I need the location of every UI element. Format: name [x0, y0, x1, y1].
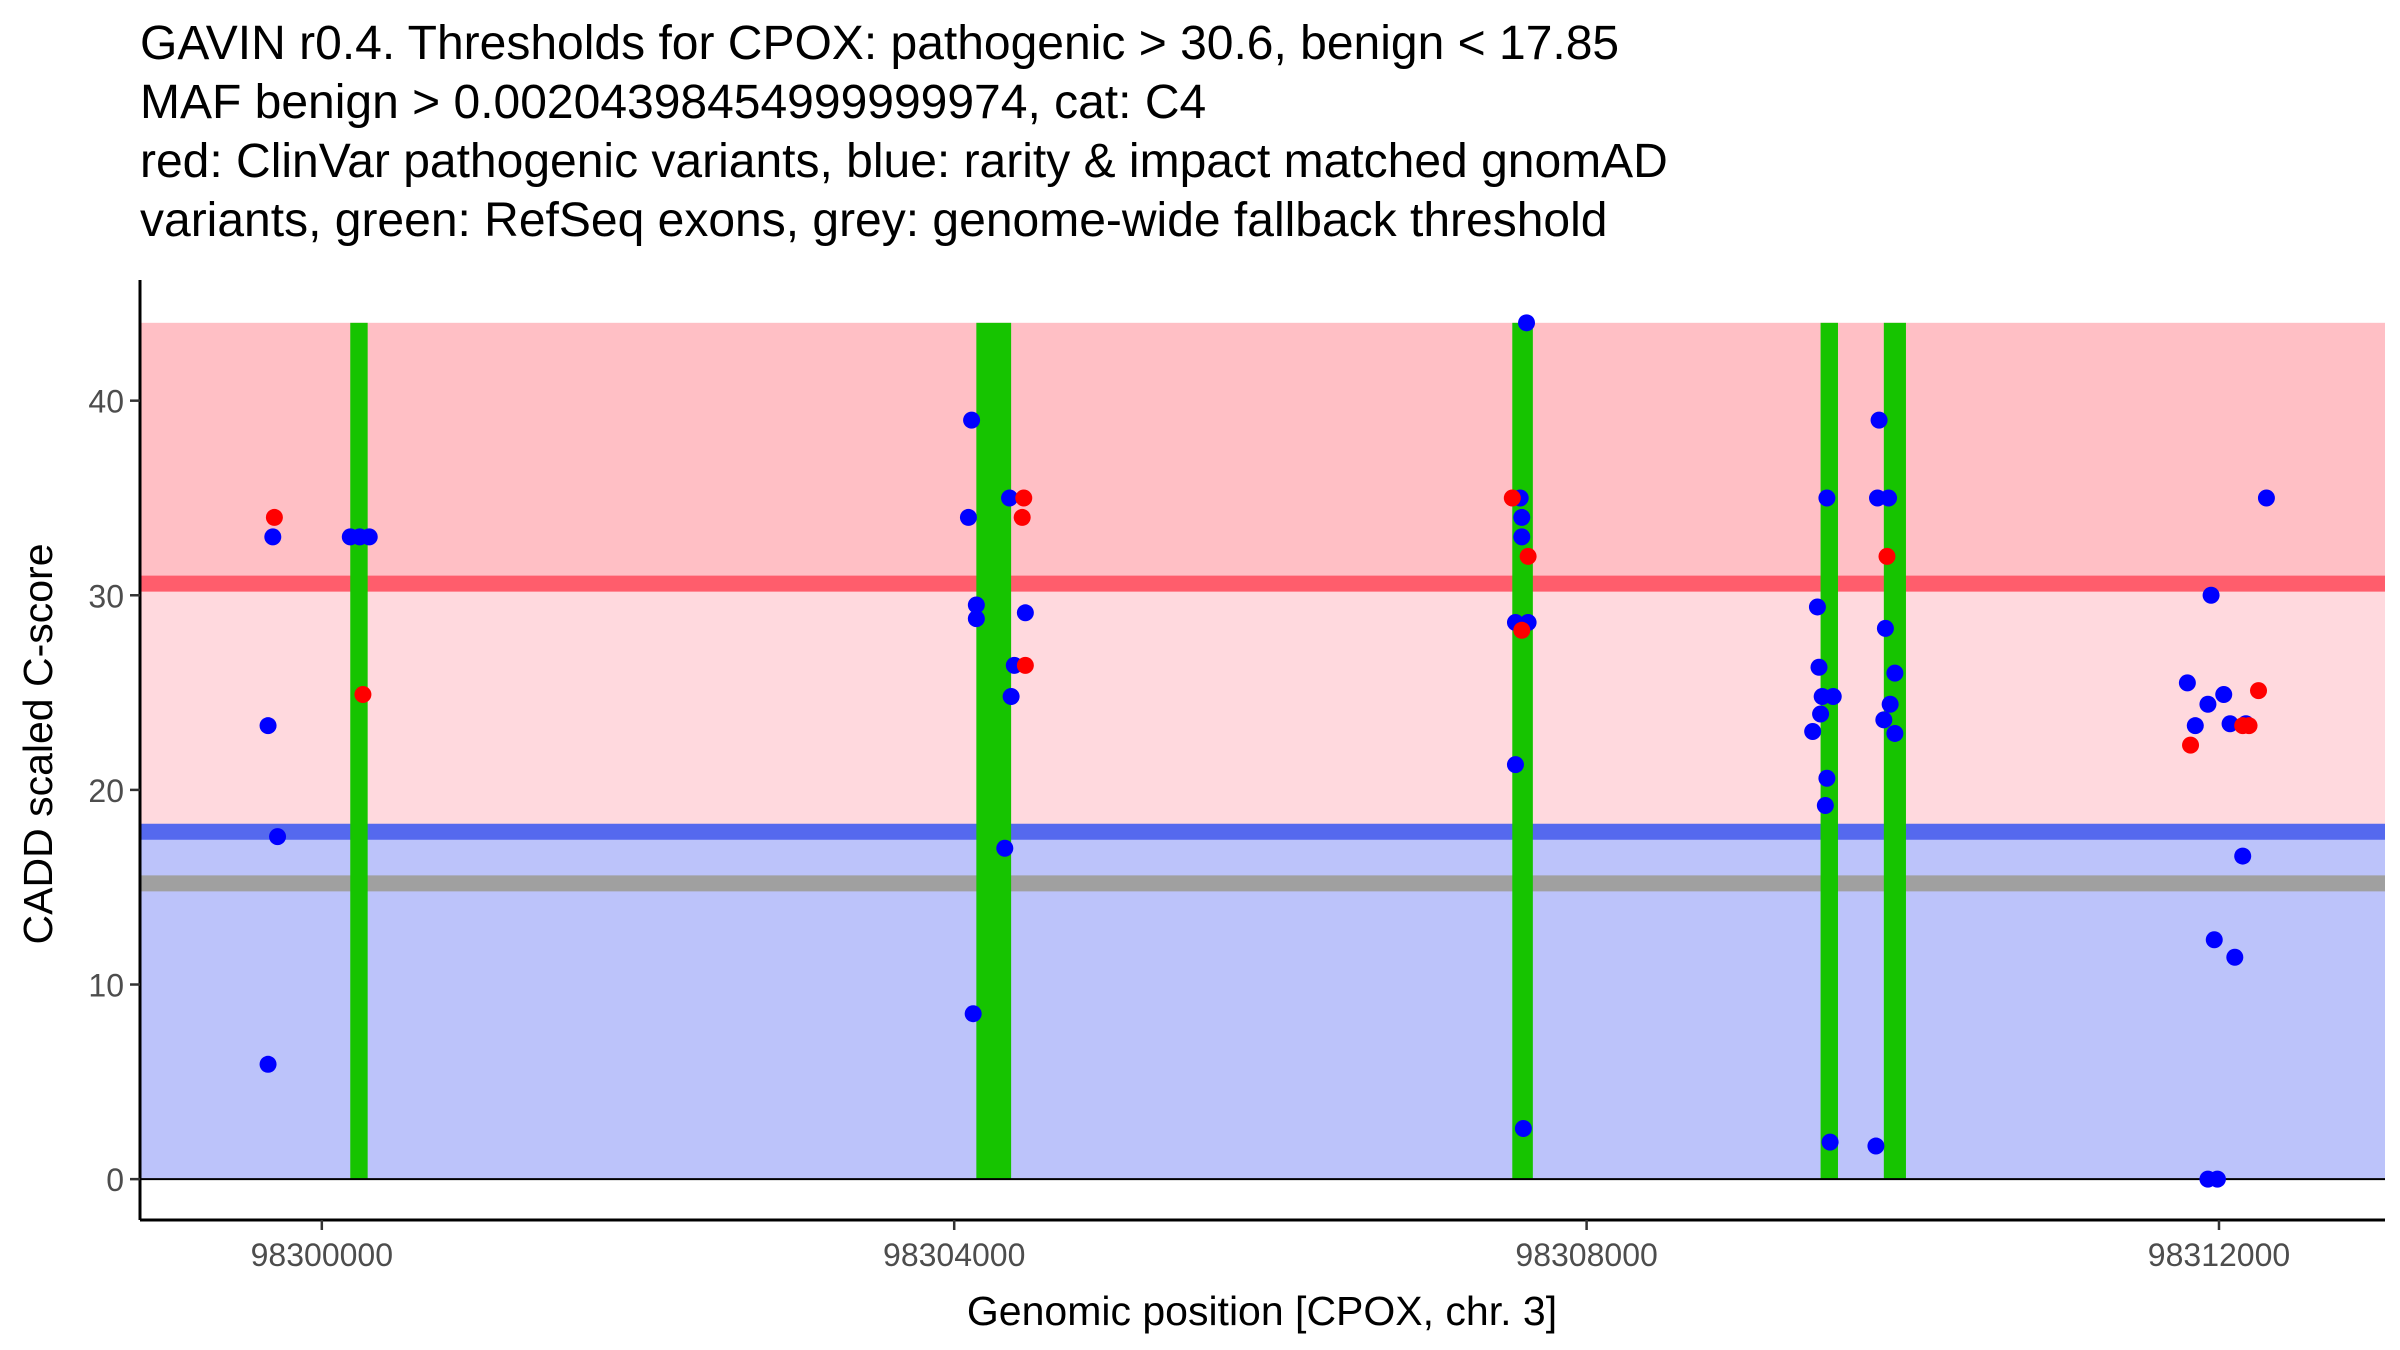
gnomad-point — [360, 528, 378, 546]
clinvar-point — [1878, 547, 1896, 565]
gnomad-point — [2215, 686, 2233, 704]
gnomad-point — [1016, 604, 1034, 622]
axes: 0 10 20 30 40 98300000 98304000 98308000 9831200… — [88, 280, 2385, 1273]
gnomad-point — [963, 411, 981, 429]
gnomad-point — [2202, 586, 2220, 604]
gnomad-point — [1875, 711, 1893, 729]
x-tick-label: 98312000 — [2148, 1237, 2290, 1273]
clinvar-point — [1015, 489, 1033, 507]
clinvar-point — [1013, 508, 1031, 526]
gnomad-point — [1514, 1120, 1532, 1138]
threshold-lines — [140, 575, 2385, 892]
x-tick-label: 98300000 — [251, 1237, 393, 1273]
gnomad-point — [1876, 619, 1894, 637]
gnomad-point — [2226, 948, 2244, 966]
gnomad-point — [1513, 528, 1531, 546]
gnomad-point — [1881, 695, 1899, 713]
gnomad-point — [1810, 658, 1828, 676]
clinvar-point — [1016, 656, 1034, 674]
gnomad-point — [1513, 508, 1531, 526]
threshold-zones — [140, 322, 2385, 1180]
gnomad-point — [1002, 687, 1020, 705]
gnomad-point — [1518, 314, 1536, 332]
clinvar-point — [1513, 621, 1531, 639]
gnomad-point — [964, 1005, 982, 1023]
y-tick-label: 20 — [88, 773, 124, 809]
gnomad-point — [1886, 664, 1904, 682]
gnomad-point — [2178, 674, 2196, 692]
gnomad-point — [967, 610, 985, 628]
gnomad-point — [1824, 687, 1842, 705]
gnomad-point — [959, 508, 977, 526]
y-tick-label: 30 — [88, 578, 124, 614]
gnomad-point — [2205, 931, 2223, 949]
gnomad-point — [1506, 756, 1524, 774]
gnomad-point — [1886, 724, 1904, 742]
y-axis-label: CADD scaled C-score — [15, 544, 61, 945]
clinvar-point — [265, 508, 283, 526]
gnomad-point — [1880, 489, 1898, 507]
gnomad-point — [1818, 489, 1836, 507]
gnomad-point — [2208, 1170, 2226, 1188]
gnomad-point — [1816, 796, 1834, 814]
gnomad-point — [1870, 411, 1888, 429]
gnomad-point — [1867, 1137, 1885, 1155]
exon-bar-2 — [976, 322, 1012, 1180]
exon-bar-5 — [1883, 322, 1906, 1180]
y-tick-label: 40 — [88, 384, 124, 420]
exon-bar-4 — [1820, 322, 1838, 1180]
gnomad-point — [2186, 717, 2204, 735]
gnomad-point — [259, 1055, 277, 1073]
x-tick-label: 98308000 — [1515, 1237, 1657, 1273]
gnomad-point — [1818, 769, 1836, 787]
gnomad-point — [2234, 847, 2252, 865]
gnomad-point — [1804, 723, 1822, 741]
gnomad-point — [967, 596, 985, 614]
clinvar-point — [2250, 682, 2268, 700]
variant-points — [259, 314, 2275, 1188]
clinvar-point — [2182, 736, 2200, 754]
gnomad-point — [1001, 489, 1019, 507]
gnomad-point — [269, 828, 287, 846]
gnomad-point — [1821, 1133, 1839, 1151]
gnomad-point — [264, 528, 282, 546]
title-line-2: MAF benign > 0.00204398454999999974, cat… — [140, 76, 1207, 129]
title-line-4: variants, green: RefSeq exons, grey: gen… — [140, 194, 1608, 247]
gnomad-point — [1812, 705, 1830, 723]
x-axis-label: Genomic position [CPOX, chr. 3] — [967, 1288, 1557, 1334]
chart-title: GAVIN r0.4. Thresholds for CPOX: pathoge… — [140, 14, 1668, 250]
gnomad-point — [259, 717, 277, 735]
y-tick-label: 10 — [88, 968, 124, 1004]
clinvar-point — [1519, 547, 1537, 565]
gnomad-point — [2221, 715, 2239, 733]
exon-bar-1 — [350, 322, 368, 1180]
gnomad-point — [996, 839, 1014, 857]
vous-zone — [140, 583, 2385, 832]
gnomad-point — [2199, 695, 2217, 713]
clinvar-point — [354, 686, 372, 704]
clinvar-point — [1503, 489, 1521, 507]
title-line-3: red: ClinVar pathogenic variants, blue: … — [140, 135, 1668, 188]
gnomad-point — [1808, 598, 1826, 616]
title-line-1: GAVIN r0.4. Thresholds for CPOX: pathoge… — [140, 17, 1620, 70]
clinvar-point — [2240, 717, 2258, 735]
pathogenic-zone — [140, 322, 2385, 584]
exon-bar-3 — [1512, 322, 1533, 1180]
y-tick-label: 0 — [106, 1162, 124, 1198]
x-tick-label: 98304000 — [883, 1237, 1025, 1273]
gnomad-point — [2257, 489, 2275, 507]
